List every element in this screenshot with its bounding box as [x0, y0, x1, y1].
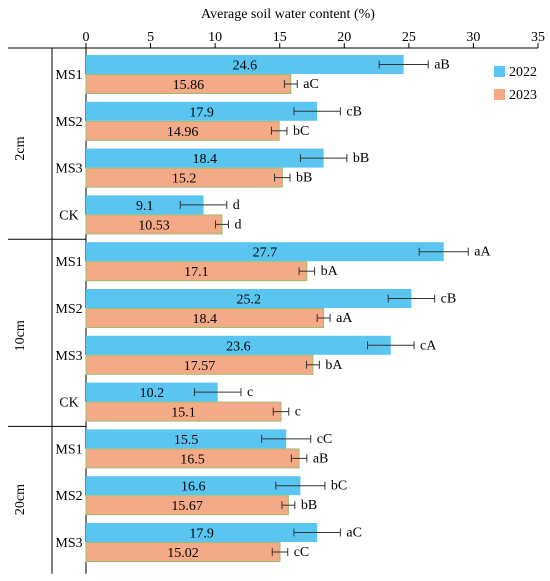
value-label: 9.1: [136, 199, 154, 214]
x-tick-label: 5: [147, 30, 154, 45]
category-label: MS3: [55, 162, 82, 177]
category-label: MS1: [55, 68, 82, 83]
significance-label: bC: [293, 124, 309, 139]
value-label: 24.6: [233, 59, 258, 74]
bar-2022: [86, 429, 287, 449]
bar-2022: [86, 242, 444, 262]
value-label: 15.5: [174, 433, 199, 448]
value-label: 15.67: [171, 499, 203, 514]
significance-label: aA: [336, 311, 353, 326]
x-tick-label: 25: [402, 30, 416, 45]
value-label: 23.6: [226, 339, 251, 354]
legend-swatch-2022: [494, 66, 505, 77]
bar-2022: [86, 289, 412, 308]
significance-label: c: [295, 405, 301, 420]
bar-2022: [86, 382, 218, 402]
group-label: 10cm: [13, 320, 28, 351]
x-tick-label: 30: [466, 30, 480, 45]
category-label: CK: [59, 208, 78, 223]
x-tick-label: 15: [273, 30, 287, 45]
value-label: 15.2: [172, 172, 197, 187]
significance-label: bA: [321, 264, 339, 279]
bar-2022: [86, 523, 318, 542]
significance-label: aA: [474, 245, 491, 260]
value-label: 27.7: [253, 246, 278, 261]
value-label: 15.02: [167, 546, 199, 561]
value-label: 25.2: [236, 293, 261, 308]
bar-2022: [86, 148, 324, 168]
value-label: 18.4: [193, 312, 218, 327]
significance-label: cC: [294, 545, 310, 560]
group-label: 20cm: [13, 484, 28, 515]
significance-label: d: [234, 217, 241, 232]
significance-label: cB: [441, 292, 457, 307]
category-label: MS2: [55, 115, 82, 130]
x-tick-label: 10: [208, 30, 222, 45]
value-label: 16.6: [181, 480, 206, 495]
value-label: 16.5: [180, 452, 205, 467]
value-label: 10.53: [138, 218, 170, 233]
significance-label: aC: [346, 526, 362, 541]
value-label: 17.57: [184, 359, 216, 374]
significance-label: cB: [346, 104, 362, 119]
value-label: 17.1: [184, 265, 209, 280]
x-tick-label: 20: [337, 30, 351, 45]
significance-label: cA: [420, 338, 437, 353]
significance-label: aC: [303, 77, 319, 92]
significance-label: cC: [317, 432, 333, 447]
bar-2022: [86, 476, 301, 496]
legend-label: 2023: [509, 88, 537, 103]
category-label: MS3: [55, 349, 82, 364]
legend-label: 2022: [509, 65, 537, 80]
category-label: MS1: [55, 442, 82, 457]
value-label: 15.1: [171, 406, 196, 421]
significance-label: aB: [434, 58, 450, 73]
value-label: 15.86: [173, 78, 205, 93]
significance-label: bB: [296, 171, 312, 186]
significance-label: bB: [353, 151, 369, 166]
chart-title: Average soil water content (%): [201, 7, 375, 22]
significance-label: bB: [301, 498, 317, 513]
bar-2022: [86, 55, 404, 74]
category-label: MS2: [55, 489, 82, 504]
category-label: CK: [59, 396, 78, 411]
value-label: 17.9: [189, 105, 214, 120]
significance-label: d: [233, 198, 240, 213]
significance-label: aB: [313, 451, 329, 466]
value-label: 14.96: [167, 125, 199, 140]
significance-label: c: [247, 385, 253, 400]
category-label: MS3: [55, 536, 82, 551]
category-label: MS2: [55, 302, 82, 317]
legend-swatch-2023: [494, 89, 505, 100]
bar-2022: [86, 195, 204, 215]
x-tick-label: 35: [531, 30, 545, 45]
significance-label: bA: [325, 358, 343, 373]
group-label: 2cm: [13, 136, 28, 160]
value-label: 18.4: [193, 152, 218, 167]
significance-label: bC: [331, 479, 347, 494]
value-label: 10.2: [140, 386, 165, 401]
bar-2022: [86, 335, 391, 355]
category-label: MS1: [55, 255, 82, 270]
value-label: 17.9: [189, 527, 214, 542]
x-tick-label: 0: [83, 30, 90, 45]
bar-2022: [86, 101, 318, 121]
